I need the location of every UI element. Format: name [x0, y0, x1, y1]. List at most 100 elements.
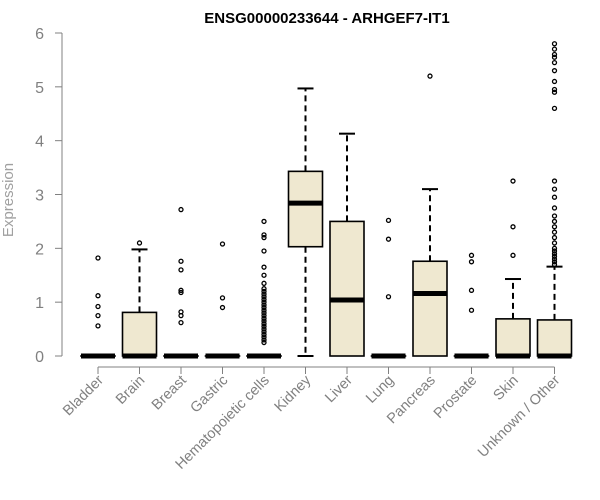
outlier-point: [551, 259, 558, 265]
outlier-point: [510, 178, 516, 184]
outlier-point: [261, 321, 267, 327]
outlier-point: [551, 78, 558, 85]
outlier-point: [551, 51, 558, 58]
outlier-point: [261, 339, 267, 346]
outlier-point: [551, 178, 558, 184]
box-body: [412, 260, 448, 357]
box-skin: [495, 178, 531, 359]
outlier-point: [261, 323, 267, 330]
y-tick-label: 3: [35, 188, 44, 205]
outlier-point: [178, 267, 184, 273]
outlier-point: [261, 337, 267, 343]
y-tick-label: 0: [35, 349, 44, 366]
x-tick-label: Prostate: [431, 373, 480, 422]
box-lung: [370, 217, 407, 359]
outlier-point: [551, 213, 558, 219]
outlier-point: [95, 303, 101, 310]
outlier-point: [261, 310, 267, 316]
box-kidney: [287, 87, 324, 357]
outlier-point: [551, 205, 558, 211]
outlier-point: [551, 194, 558, 200]
outlier-point: [261, 218, 267, 225]
outlier-point: [178, 319, 184, 326]
outlier-point: [385, 236, 392, 242]
outlier-point: [261, 304, 267, 311]
outlier-point: [136, 240, 143, 246]
outlier-point: [261, 286, 267, 292]
outlier-point: [551, 59, 558, 66]
outlier-point: [261, 302, 267, 308]
outlier-point: [551, 229, 558, 235]
box-breast: [163, 206, 199, 359]
outlier-point: [261, 232, 267, 238]
box-brain: [121, 240, 158, 359]
outlier-point: [261, 291, 267, 297]
outlier-point: [551, 89, 558, 95]
outlier-point: [551, 251, 558, 257]
outlier-point: [261, 264, 267, 270]
chart-title: ENSG00000233644 - ARHGEF7-IT1: [204, 10, 449, 27]
x-tick-label: Breast: [149, 373, 190, 414]
outlier-point: [551, 218, 558, 225]
outlier-point: [219, 295, 226, 301]
outlier-point: [261, 318, 267, 324]
outlier-point: [551, 245, 558, 251]
outlier-point: [551, 240, 558, 246]
y-tick-label: 4: [35, 134, 44, 151]
x-tick-label: Liver: [322, 372, 356, 406]
box-unknown-other: [536, 41, 573, 359]
outlier-point: [468, 259, 475, 265]
boxes: [80, 41, 573, 359]
box-pancreas: [412, 73, 448, 357]
outlier-point: [95, 293, 101, 299]
outlier-point: [261, 312, 267, 319]
outlier-point: [510, 252, 516, 258]
outlier-point: [178, 258, 184, 264]
y-tick-label: 6: [35, 26, 44, 43]
outlier-point: [219, 304, 226, 311]
outlier-point: [427, 73, 433, 79]
box-bladder: [80, 255, 116, 359]
outlier-point: [178, 287, 184, 293]
box-prostate: [453, 252, 490, 359]
box-body: [495, 318, 531, 357]
outlier-point: [468, 287, 475, 293]
outlier-point: [551, 86, 558, 93]
y-axis: 0 1 2 3 4 5 6: [35, 26, 63, 366]
outlier-point: [551, 253, 558, 260]
outlier-point: [178, 289, 184, 296]
outlier-point: [95, 323, 101, 329]
outlier-point: [551, 256, 558, 262]
box-body: [329, 220, 365, 357]
y-axis-label: Expression: [0, 163, 17, 237]
outlier-point: [261, 280, 267, 286]
outlier-point: [551, 41, 558, 47]
box-gastric: [204, 241, 241, 359]
outlier-point: [261, 288, 267, 295]
outlier-point: [551, 234, 558, 241]
outlier-point: [551, 105, 558, 112]
outlier-point: [261, 234, 267, 241]
x-tick-label: Brain: [113, 373, 148, 408]
y-tick-label: 5: [35, 80, 44, 97]
outlier-point: [261, 326, 267, 332]
outlier-point: [261, 248, 267, 254]
x-tick-label: Bladder: [60, 372, 107, 419]
outlier-point: [468, 307, 475, 313]
outlier-point: [551, 68, 558, 74]
box-liver: [329, 132, 365, 357]
outlier-point: [551, 261, 558, 268]
y-tick-label: 2: [35, 241, 44, 258]
outlier-point: [551, 224, 558, 230]
outlier-point: [261, 299, 267, 305]
outlier-point: [468, 252, 475, 258]
outlier-point: [261, 315, 267, 321]
outlier-point: [385, 294, 392, 300]
outlier-point: [261, 307, 267, 313]
outlier-point: [261, 294, 267, 300]
outlier-point: [261, 331, 267, 338]
x-tick-label: Kidney: [272, 372, 315, 415]
y-tick-label: 1: [35, 295, 44, 312]
